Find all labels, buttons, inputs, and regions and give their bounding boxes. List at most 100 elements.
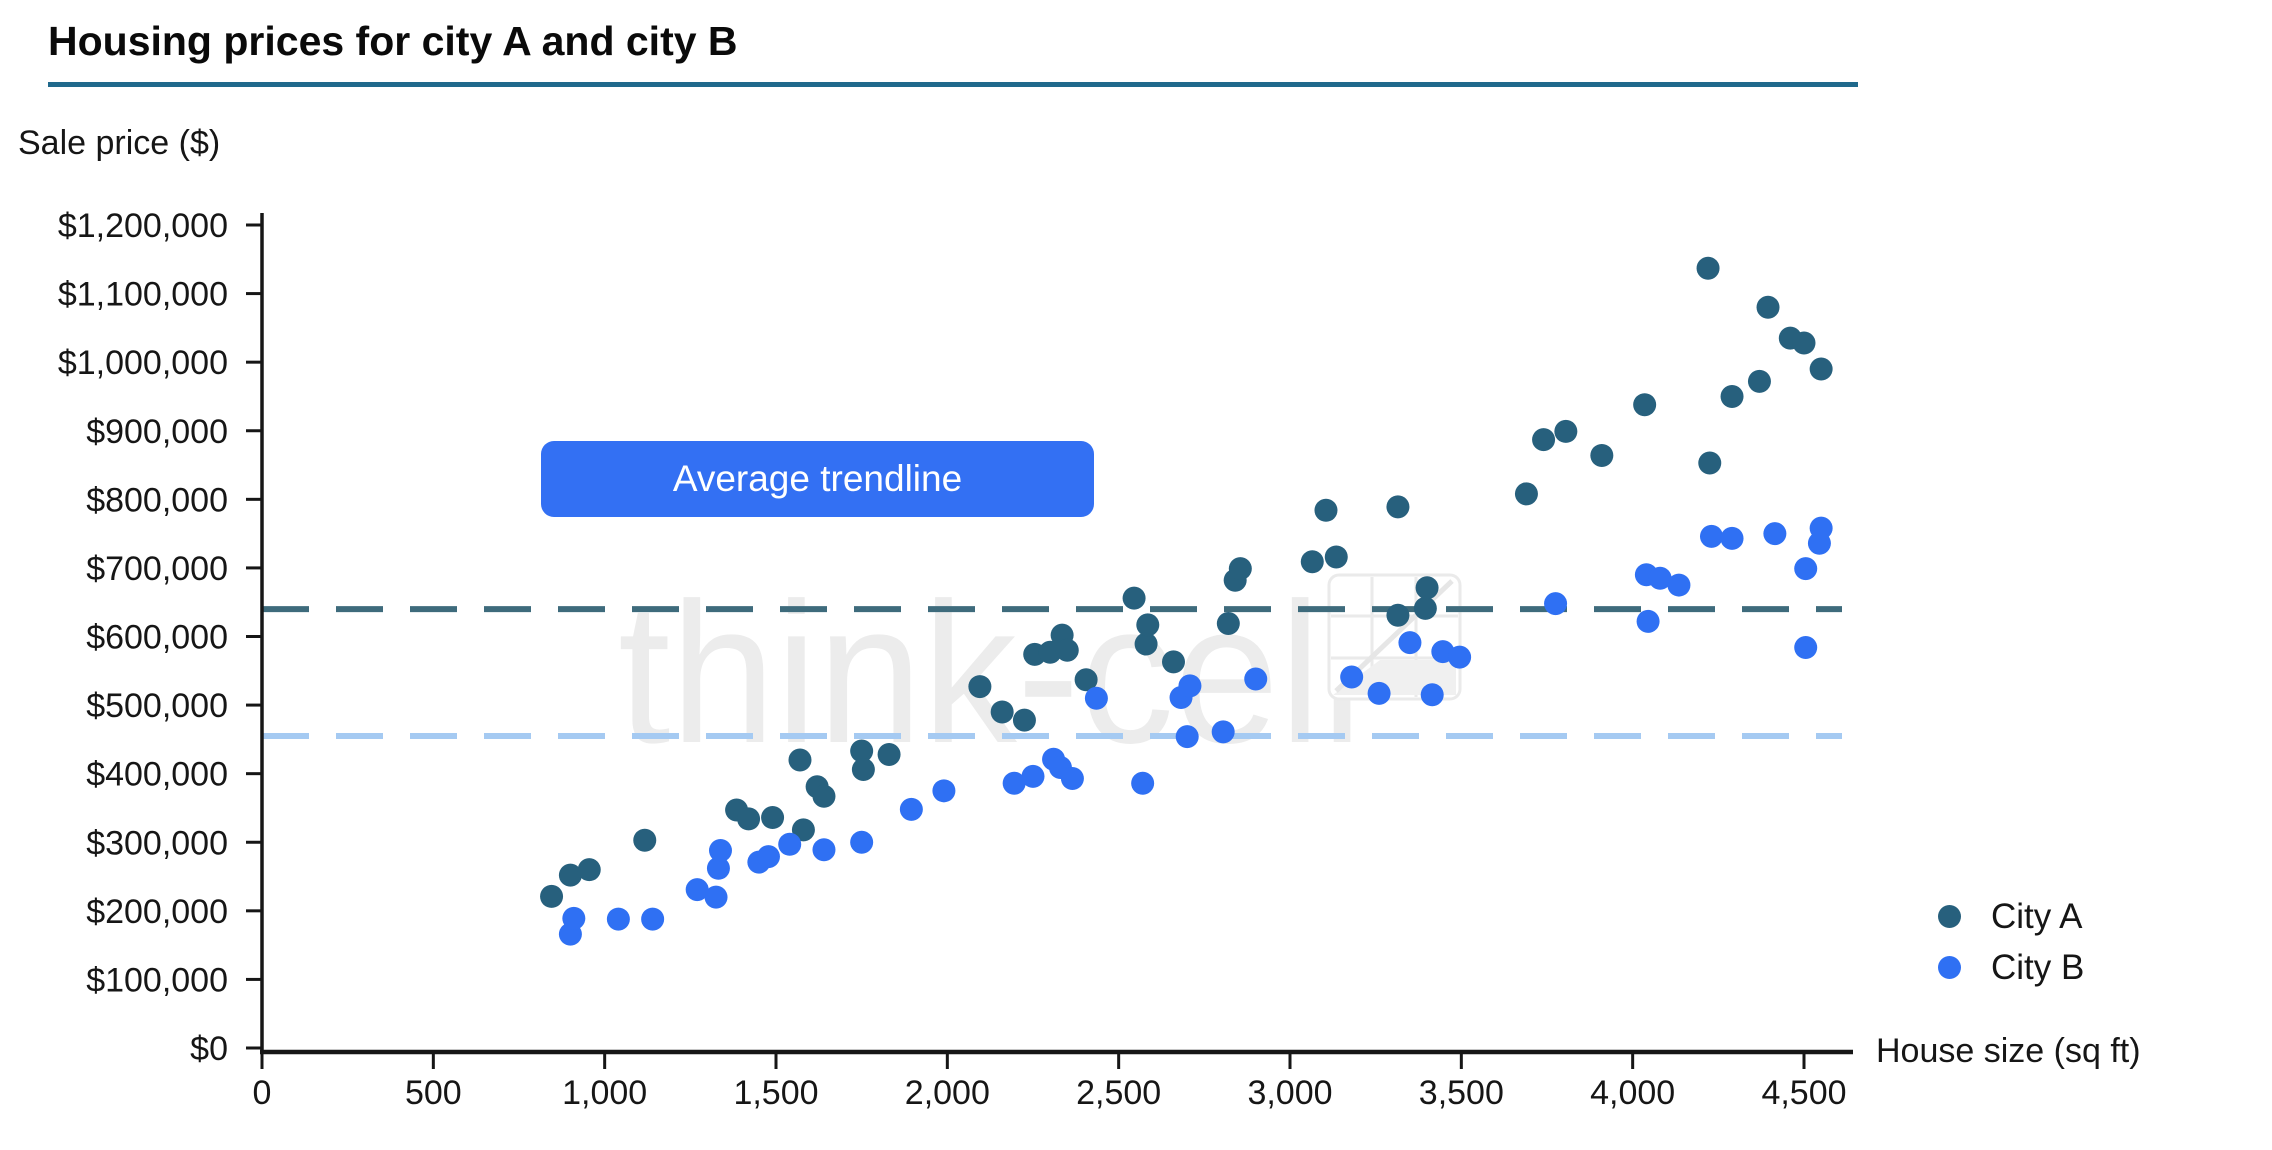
- y-tick-label: $600,000: [86, 619, 228, 657]
- scatter-point-city-b[interactable]: [932, 779, 956, 803]
- scatter-point-city-b[interactable]: [562, 906, 586, 930]
- scatter-point-city-a[interactable]: [1122, 586, 1146, 610]
- scatter-point-city-a[interactable]: [1554, 419, 1578, 443]
- scatter-point-city-b[interactable]: [1175, 725, 1199, 749]
- scatter-point-city-a[interactable]: [1228, 557, 1252, 581]
- city-b-dot-icon: [1938, 956, 1961, 979]
- scatter-point-city-a[interactable]: [1136, 613, 1160, 637]
- scatter-point-city-a[interactable]: [990, 700, 1014, 724]
- scatter-point-city-a[interactable]: [1413, 596, 1437, 620]
- scatter-point-city-b[interactable]: [1544, 592, 1568, 616]
- scatter-point-city-a[interactable]: [1698, 451, 1722, 475]
- scatter-point-city-b[interactable]: [1699, 524, 1723, 548]
- watermark-text: think-cell: [618, 562, 1363, 785]
- legend: City A City B: [1938, 899, 2084, 985]
- scatter-point-city-b[interactable]: [641, 907, 665, 931]
- scatter-point-city-b[interactable]: [1794, 635, 1818, 659]
- scatter-point-city-b[interactable]: [1648, 566, 1672, 590]
- scatter-point-city-a[interactable]: [1720, 384, 1744, 408]
- x-tick-label: 4,000: [1590, 1074, 1675, 1112]
- scatter-point-city-b[interactable]: [812, 838, 836, 862]
- scatter-point-city-a[interactable]: [1074, 668, 1098, 692]
- scatter-point-city-b[interactable]: [1398, 631, 1422, 655]
- scatter-point-city-a[interactable]: [1792, 331, 1816, 355]
- scatter-point-city-b[interactable]: [778, 832, 802, 856]
- scatter-point-city-a[interactable]: [1012, 708, 1036, 732]
- scatter-point-city-b[interactable]: [899, 797, 923, 821]
- scatter-point-city-a[interactable]: [1415, 576, 1439, 600]
- scatter-point-city-b[interactable]: [1636, 609, 1660, 633]
- scatter-point-city-a[interactable]: [1134, 632, 1158, 656]
- scatter-point-city-a[interactable]: [851, 758, 875, 782]
- scatter-point-city-a[interactable]: [1696, 256, 1720, 280]
- scatter-point-city-a[interactable]: [791, 818, 815, 842]
- scatter-point-city-a[interactable]: [877, 742, 901, 766]
- scatter-point-city-b[interactable]: [1131, 771, 1155, 795]
- scatter-point-city-b[interactable]: [1211, 720, 1235, 744]
- y-tick-label: $1,100,000: [58, 276, 228, 314]
- scatter-point-city-b[interactable]: [1178, 674, 1202, 698]
- scatter-point-city-a[interactable]: [1055, 638, 1079, 662]
- y-tick-label: $400,000: [86, 756, 228, 794]
- scatter-point-city-a[interactable]: [1756, 295, 1780, 319]
- legend-label-city-a: City A: [1991, 897, 2083, 936]
- scatter-point-city-a[interactable]: [1514, 482, 1538, 506]
- scatter-point-city-a[interactable]: [1314, 498, 1338, 522]
- scatter-point-city-b[interactable]: [704, 885, 728, 909]
- scatter-point-city-a[interactable]: [1038, 640, 1062, 664]
- y-tick-label: $300,000: [86, 824, 228, 862]
- scatter-point-city-a[interactable]: [1386, 495, 1410, 519]
- scatter-point-city-a[interactable]: [1216, 611, 1240, 635]
- scatter-point-city-a[interactable]: [577, 858, 601, 882]
- scatter-point-city-a[interactable]: [1747, 369, 1771, 393]
- scatter-point-city-b[interactable]: [1367, 681, 1391, 705]
- y-tick-label: $700,000: [86, 550, 228, 588]
- scatter-point-city-a[interactable]: [850, 739, 874, 763]
- scatter-point-city-b[interactable]: [1448, 645, 1472, 669]
- scatter-point-city-b[interactable]: [606, 907, 630, 931]
- scatter-point-city-b[interactable]: [1794, 557, 1818, 581]
- scatter-point-city-a[interactable]: [1633, 393, 1657, 417]
- scatter-point-city-b[interactable]: [1720, 526, 1744, 550]
- scatter-point-city-b[interactable]: [1420, 683, 1444, 707]
- scatter-point-city-b[interactable]: [1084, 686, 1108, 710]
- scatter-point-city-b[interactable]: [706, 856, 730, 880]
- scatter-point-city-b[interactable]: [685, 878, 709, 902]
- scatter-point-city-a[interactable]: [1532, 428, 1556, 452]
- scatter-point-city-a[interactable]: [540, 884, 564, 908]
- scatter-point-city-b[interactable]: [1809, 516, 1833, 540]
- scatter-point-city-a[interactable]: [633, 828, 657, 852]
- scatter-point-city-a[interactable]: [812, 784, 836, 808]
- x-tick-label: 1,500: [733, 1074, 818, 1112]
- scatter-point-city-b[interactable]: [1340, 665, 1364, 689]
- scatter-point-city-a[interactable]: [761, 806, 785, 830]
- scatter-point-city-b[interactable]: [1021, 764, 1045, 788]
- scatter-point-city-a[interactable]: [788, 748, 812, 772]
- x-tick-label: 1,000: [562, 1074, 647, 1112]
- scatter-point-city-a[interactable]: [1324, 545, 1348, 569]
- scatter-point-city-a[interactable]: [1386, 603, 1410, 627]
- scatter-point-city-a[interactable]: [737, 807, 761, 831]
- scatter-point-city-b[interactable]: [1763, 522, 1787, 546]
- legend-item-city-a[interactable]: City A: [1938, 899, 2084, 934]
- x-tick-label: 500: [405, 1074, 462, 1112]
- scatter-point-city-a[interactable]: [558, 863, 582, 887]
- scatter-point-city-b[interactable]: [1667, 573, 1691, 597]
- scatter-point-city-a[interactable]: [1161, 650, 1185, 674]
- scatter-point-city-b[interactable]: [850, 830, 874, 854]
- legend-item-city-b[interactable]: City B: [1938, 950, 2084, 985]
- scatter-point-city-b[interactable]: [708, 838, 732, 862]
- y-tick-label: $500,000: [86, 687, 228, 725]
- scatter-point-city-b[interactable]: [756, 845, 780, 869]
- scatter-point-city-a[interactable]: [968, 675, 992, 699]
- scatter-point-city-a[interactable]: [1300, 550, 1324, 574]
- scatter-point-city-a[interactable]: [1590, 443, 1614, 467]
- scatter-point-city-b[interactable]: [1002, 771, 1026, 795]
- scatter-point-city-b[interactable]: [1060, 766, 1084, 790]
- x-tick-label: 4,500: [1761, 1074, 1846, 1112]
- average-trendline-button[interactable]: Average trendline: [541, 441, 1094, 517]
- scatter-point-city-a[interactable]: [1809, 357, 1833, 381]
- x-tick-label: 2,500: [1076, 1074, 1161, 1112]
- scatter-point-city-b[interactable]: [1244, 667, 1268, 691]
